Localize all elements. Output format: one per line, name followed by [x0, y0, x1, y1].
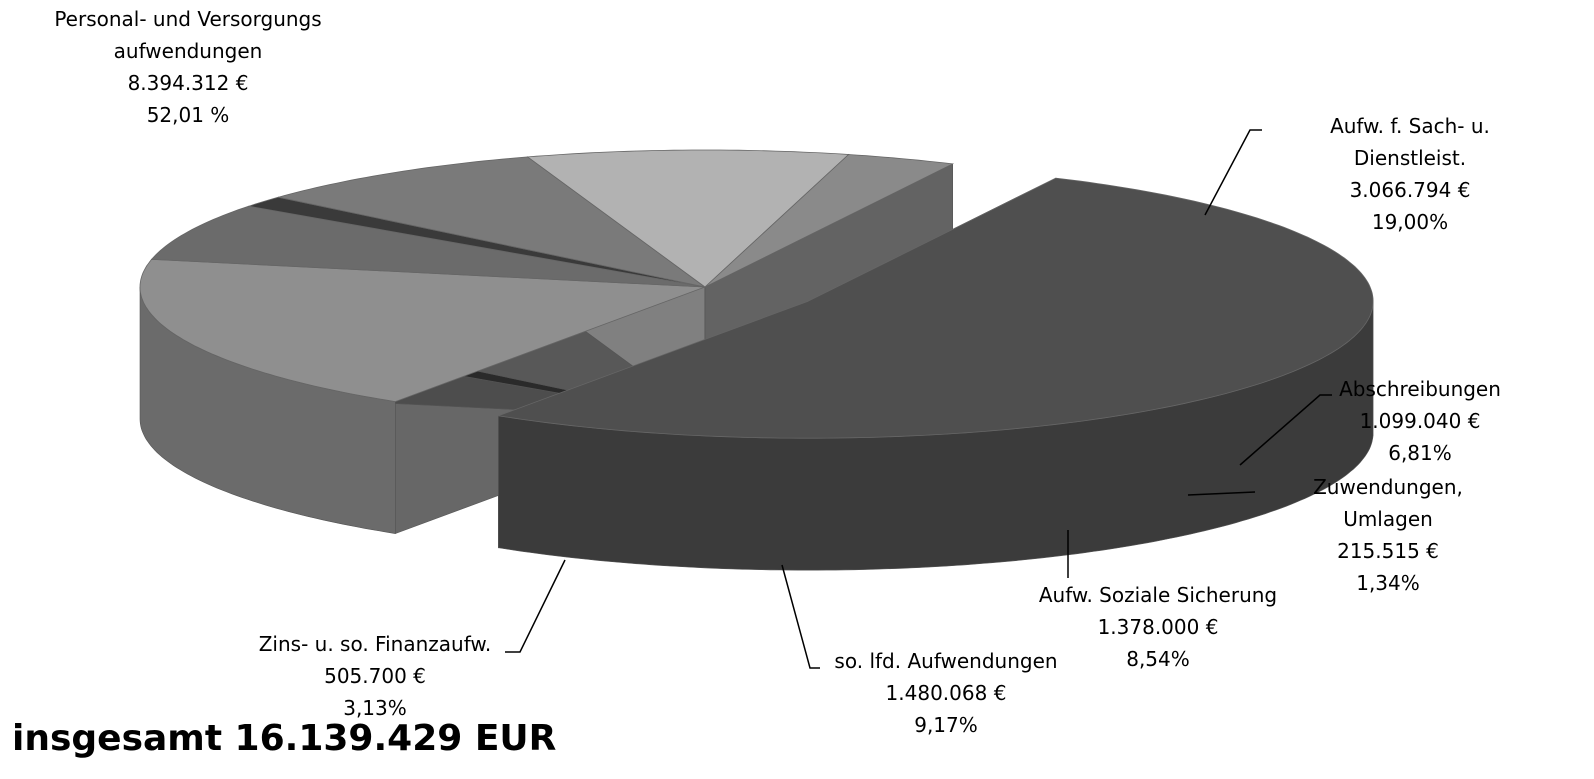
category-label: Zins- u. so. Finanzaufw. — [258, 632, 492, 656]
value-label: 3.066.794 € — [1349, 178, 1471, 202]
slice — [704, 154, 955, 288]
slice-label: Zuwendungen, Umlagen 215.515 € 1,34% — [1285, 471, 1491, 599]
slice-label: Aufw. f. Sach- u. Dienstleist. 3.066.794 … — [1318, 110, 1502, 238]
percentage-label: 19,00% — [1371, 210, 1449, 234]
leader-line — [1187, 491, 1256, 496]
value-label: 505.700 € — [324, 664, 426, 688]
slice — [150, 205, 706, 288]
leader-line — [1239, 394, 1332, 466]
slice — [498, 177, 1374, 439]
percentage-label: 6,81% — [1388, 441, 1452, 465]
value-label: 1.378.000 € — [1097, 615, 1219, 639]
leader-line — [505, 559, 566, 653]
slice — [139, 258, 706, 403]
total: insgesamt 16.139.429 EUR — [12, 718, 557, 759]
category-label: Zuwendungen, Umlagen — [1313, 475, 1463, 531]
value-label: 8.394.312 € — [127, 71, 249, 95]
category-label: Aufw. Soziale Sicherung — [1038, 583, 1278, 607]
category-label: Abschreibungen — [1339, 377, 1501, 401]
slice-label: so. lfd. Aufwendungen 1.480.068 € 9,17% — [834, 645, 1057, 741]
value-label: 215.515 € — [1337, 539, 1439, 563]
slice — [248, 196, 706, 288]
slice — [278, 156, 706, 288]
slice — [526, 149, 850, 288]
category-label: so. lfd. Aufwendungen — [834, 649, 1058, 673]
percentage-label: 9,17% — [914, 713, 978, 737]
category-label: Aufw. f. Sach- u. Dienstleist. — [1330, 114, 1490, 170]
slice-label: Personal- und Versorgungs aufwendungen 8.… — [54, 3, 321, 131]
percentage-label: 1,34% — [1356, 571, 1420, 595]
percentage-label: 8,54% — [1126, 647, 1190, 671]
slice-label: Abschreibungen 1.099.040 € 6,81% — [1339, 373, 1501, 469]
leader-line — [1204, 129, 1262, 216]
category-label: Personal- und Versorgungs aufwendungen — [54, 7, 322, 63]
value-label: 1.480.068 € — [885, 681, 1007, 705]
percentage-label: 3,13% — [343, 696, 407, 720]
slice-label: Aufw. Soziale Sicherung 1.378.000 € 8,54% — [1039, 579, 1277, 675]
slice-label: Zins- u. so. Finanzaufw. 505.700 € 3,13% — [259, 628, 492, 724]
value-label: 1.099.040 € — [1359, 409, 1481, 433]
percentage-label: 52,01 % — [146, 103, 230, 127]
leader-line — [781, 564, 820, 669]
